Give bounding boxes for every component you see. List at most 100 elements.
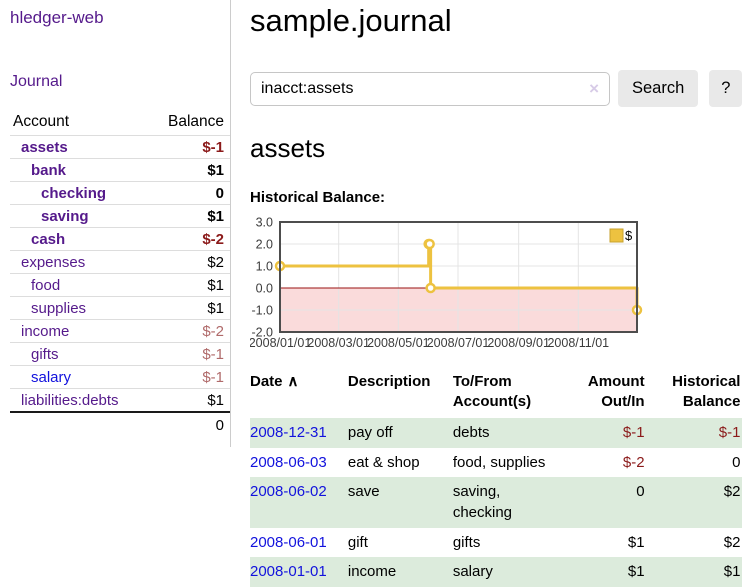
register-date-link[interactable]: 2008-01-01 <box>250 563 327 581</box>
chart-y-tick-label: 1.0 <box>256 260 273 274</box>
sort-ascending-icon: ∧ <box>287 373 299 390</box>
account-balance: $1 <box>147 158 230 182</box>
account-name-cell: food <box>10 273 148 297</box>
register-description: pay off <box>347 423 393 441</box>
account-balance: $2 <box>147 250 230 274</box>
page-title: sample.journal <box>250 3 452 38</box>
chart-x-tick-label: 2008/11/01 <box>547 336 609 350</box>
register-date-cell: 2008-12-31 <box>250 418 348 448</box>
register-accounts: food, supplies <box>452 453 546 471</box>
account-name-cell: income <box>10 319 148 343</box>
account-row: liabilities:debts $1 <box>10 388 230 412</box>
register-amount: $-1 <box>622 423 645 441</box>
clear-search-icon[interactable]: × <box>589 78 599 98</box>
register-row: 2008-12-31 pay off debts $-1 $-1 <box>250 417 742 448</box>
chart-data-point <box>425 282 436 294</box>
account-balance: $1 <box>147 204 230 228</box>
account-name-cell: checking <box>10 181 148 205</box>
account-balance: $1 <box>147 388 230 412</box>
register-balance: $1 <box>723 563 741 581</box>
accounts-table-body: assets $-1 bank $1 checking 0 saving $1 cash $-2 e… <box>10 135 230 412</box>
search-row: × Search ? <box>250 70 742 107</box>
register-date-cell: 2008-06-02 <box>250 477 348 527</box>
register-date-link[interactable]: 2008-06-03 <box>250 453 327 471</box>
register-header-description[interactable]: Description <box>347 373 431 390</box>
chart-x-tick-label: 2008/03/01 <box>307 336 370 350</box>
register-row: 2008-01-01 income salary $1 $1 <box>250 557 742 587</box>
search-button[interactable]: Search <box>618 70 699 107</box>
account-balance: $1 <box>147 296 230 320</box>
chart-legend-label: $ <box>625 228 633 243</box>
sidebar-account-link-income[interactable]: income <box>21 323 70 340</box>
chart-x-tick-label: 2008/05/01 <box>367 336 430 350</box>
account-row: income $-2 <box>10 319 230 343</box>
register-header-amount[interactable]: Amount Out/In <box>587 373 645 410</box>
register-header-to-from[interactable]: To/From Account(s) <box>452 373 532 410</box>
register-accounts: saving, checking <box>452 483 513 521</box>
account-name-cell: bank <box>10 158 148 182</box>
accounts-table-header-row: Account Balance <box>10 110 230 136</box>
register-header-date[interactable]: Date ∧ <box>250 373 299 390</box>
register-description: gift <box>347 533 368 551</box>
chart-y-tick-label: -1.0 <box>251 304 273 318</box>
register-date-link[interactable]: 2008-12-31 <box>250 423 327 441</box>
accounts-table: Account Balance assets $-1 bank $1 checking 0… <box>10 110 230 437</box>
account-heading: assets <box>250 133 326 163</box>
account-name-cell: cash <box>10 227 148 251</box>
register-date-link[interactable]: 2008-06-02 <box>250 483 327 501</box>
sidebar-account-link-assets[interactable]: assets <box>21 139 68 156</box>
sidebar-account-link-salary[interactable]: salary <box>31 369 72 386</box>
register-header-row: Date ∧ Description To/From Account(s) Amount… <box>250 369 742 418</box>
search-input[interactable] <box>250 71 610 106</box>
register-balance: $2 <box>723 533 741 551</box>
register-balance: $2 <box>723 483 741 501</box>
account-row: gifts $-1 <box>10 342 230 366</box>
sidebar-item-journal[interactable]: Journal <box>10 73 63 90</box>
chart-x-tick-label: 2008/07/01 <box>427 336 490 350</box>
chart-y-tick-label: -2.0 <box>251 326 273 340</box>
sidebar-account-link-food[interactable]: food <box>31 277 61 294</box>
register-balance: $-1 <box>718 423 741 441</box>
register-date-link[interactable]: 2008-06-01 <box>250 533 327 551</box>
sidebar-account-link-expenses[interactable]: expenses <box>21 254 86 271</box>
search-wrap: × <box>250 71 610 106</box>
sidebar-account-link-cash[interactable]: cash <box>31 231 66 248</box>
account-name-cell: gifts <box>10 342 148 366</box>
help-button[interactable]: ? <box>709 70 742 107</box>
register-amount: $1 <box>627 533 645 551</box>
register-description: save <box>347 483 380 501</box>
register-accounts: gifts <box>452 533 481 551</box>
account-row: food $1 <box>10 273 230 297</box>
chart-y-tick-label: 0.0 <box>256 282 273 296</box>
register-accounts: salary <box>452 563 493 581</box>
historical-balance-chart: $3.0 2.0 1.0 0.0 -1.0 -2.02008/01/012008/03/0… <box>250 216 643 350</box>
account-name-cell: assets <box>10 135 148 159</box>
account-name-cell: saving <box>10 204 148 228</box>
accounts-total-spacer <box>10 411 148 437</box>
account-row: bank $1 <box>10 158 230 182</box>
chart-x-tick-label: 2008/09/01 <box>487 336 550 350</box>
register-header-historical[interactable]: Historical Balance <box>672 373 741 410</box>
chart-x-tick-label: 2008/01/01 <box>250 336 311 350</box>
sidebar-account-link-saving[interactable]: saving <box>41 208 89 225</box>
sidebar-account-link-supplies[interactable]: supplies <box>31 300 87 317</box>
account-name-cell: expenses <box>10 250 148 274</box>
account-balance: $-1 <box>147 135 230 159</box>
register-amount: $-2 <box>622 453 645 471</box>
accounts-total-value: 0 <box>147 411 230 437</box>
account-row: salary $-1 <box>10 365 230 389</box>
register-row: 2008-06-01 gift gifts $1 $2 <box>250 528 742 558</box>
sidebar-account-link-liabilities-debts[interactable]: liabilities:debts <box>21 392 119 409</box>
account-balance: $-2 <box>147 227 230 251</box>
sidebar: hledger-web Journal Account Balance asse… <box>0 0 231 587</box>
account-row: saving $1 <box>10 204 230 228</box>
chart-y-tick-label: 2.0 <box>256 238 273 252</box>
app-title-link[interactable]: hledger-web <box>10 8 104 27</box>
sidebar-account-link-gifts[interactable]: gifts <box>31 346 59 363</box>
account-balance: $1 <box>147 273 230 297</box>
account-name-cell: salary <box>10 365 148 389</box>
register-table: Date ∧ Description To/From Account(s) Amount… <box>250 369 742 587</box>
sidebar-account-link-checking[interactable]: checking <box>41 185 107 202</box>
sidebar-account-link-bank[interactable]: bank <box>31 162 67 179</box>
